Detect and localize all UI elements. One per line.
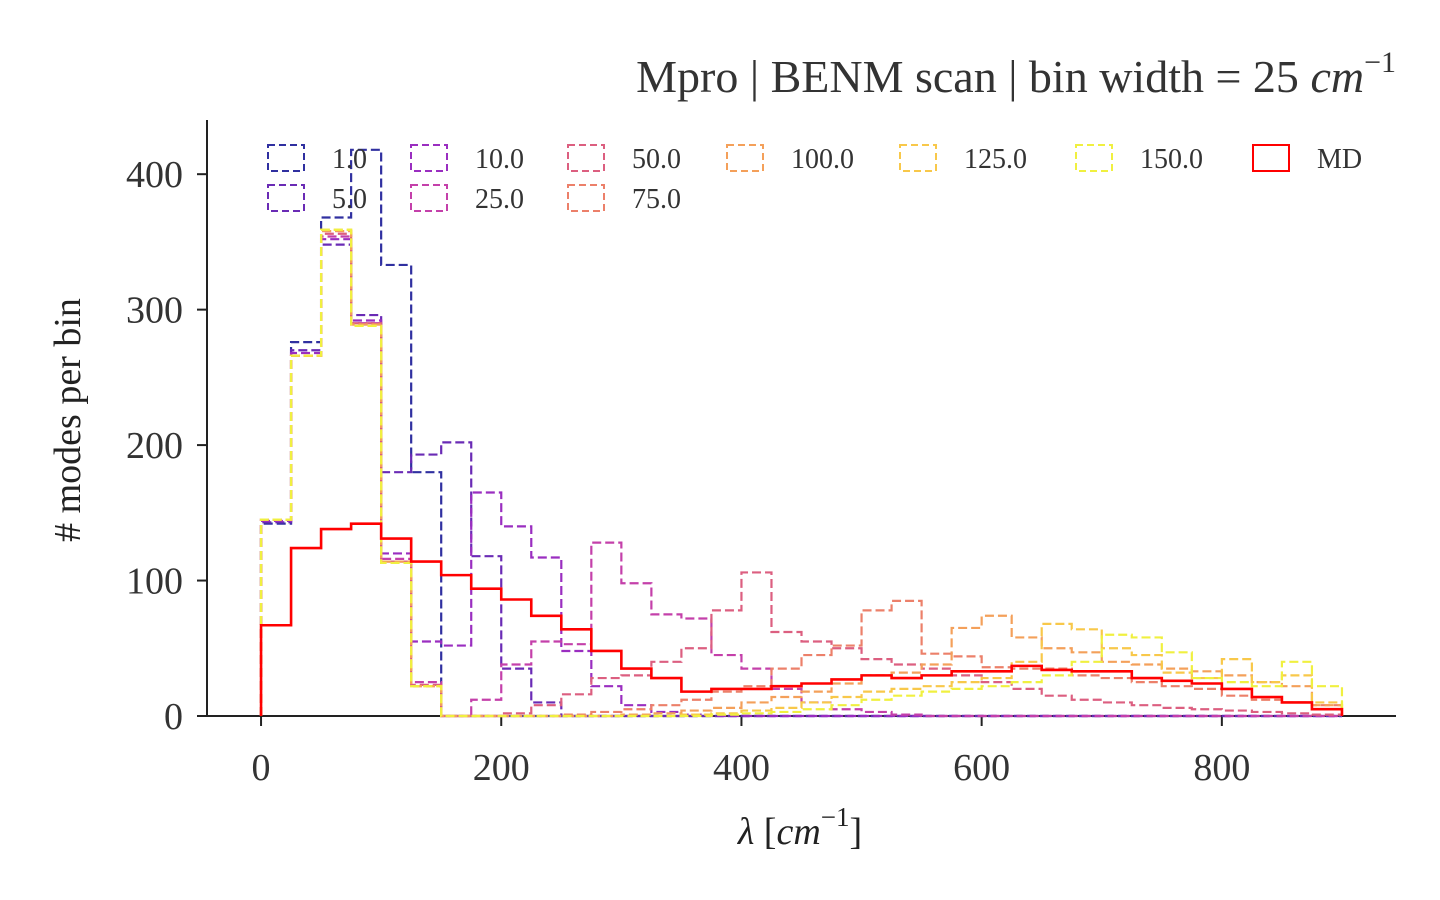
legend-item-10-0: 10.0 (410, 144, 524, 175)
x-tick-label: 600 (953, 747, 1010, 789)
legend-swatch (410, 144, 448, 172)
plot-area (259, 148, 1344, 718)
title-exp: −1 (1364, 46, 1396, 79)
legend-label: 125.0 (964, 144, 1027, 175)
legend-swatch (267, 144, 305, 172)
legend-swatch (1252, 144, 1290, 172)
y-tick-label: 0 (164, 696, 183, 738)
legend-label: 25.0 (475, 184, 524, 215)
series-150-0-step (259, 228, 1344, 718)
title-text: Mpro | BENM scan | bin width = 25 (636, 51, 1310, 102)
legend-item-25-0: 25.0 (410, 184, 524, 215)
x-axis-unit: cm (776, 811, 820, 853)
legend-item-150-0: 150.0 (1075, 144, 1203, 175)
legend-label: 10.0 (475, 144, 524, 175)
legend-swatch (726, 144, 764, 172)
legend-label: 1.0 (332, 144, 367, 175)
axis-ticks: 0 200 400 600 800 0 100 200 300 400 (126, 154, 1250, 789)
series-MD-step (259, 522, 1344, 716)
legend-label: 100.0 (791, 144, 854, 175)
legend-label: MD (1317, 144, 1362, 175)
y-axis-title: # modes per bin (47, 298, 89, 542)
series-5-0-step (259, 243, 1342, 718)
legend-swatch (1075, 144, 1113, 172)
axes (206, 120, 1396, 717)
legend-item-100-0: 100.0 (726, 144, 854, 175)
y-tick-label: 400 (126, 154, 183, 196)
x-tick-label: 0 (252, 747, 271, 789)
legend-item-1-0: 1.0 (267, 144, 367, 175)
x-axis-exp: −1 (821, 802, 850, 832)
title-unit: cm (1310, 51, 1364, 102)
legend-item-75-0: 75.0 (567, 184, 681, 215)
legend-swatch (567, 144, 605, 172)
legend-item-50-0: 50.0 (567, 144, 681, 175)
legend-label: 75.0 (632, 184, 681, 215)
legend: 1.0 5.0 10.0 25.0 50.0 75.0 100.0 125.0 150.0 MD (267, 144, 1362, 215)
series-75-0-step (259, 229, 1344, 718)
x-axis-symbol: λ (737, 811, 754, 853)
series-125-0-step (259, 228, 1344, 718)
legend-item-MD: MD (1252, 144, 1362, 175)
series-10-0-step (259, 238, 1342, 718)
legend-swatch (567, 184, 605, 212)
y-tick-label: 100 (126, 561, 183, 603)
x-axis-close: ] (850, 811, 863, 853)
legend-label: 50.0 (632, 144, 681, 175)
legend-label: 150.0 (1140, 144, 1203, 175)
series-50-0-step (259, 232, 1344, 718)
legend-item-5-0: 5.0 (267, 184, 367, 215)
legend-swatch (267, 184, 305, 212)
legend-item-125-0: 125.0 (899, 144, 1027, 175)
y-tick-label: 200 (126, 425, 183, 467)
x-tick-label: 400 (713, 747, 770, 789)
y-tick-label: 300 (126, 290, 183, 332)
x-axis-open: [ (754, 811, 776, 853)
x-axis-title: λ [cm−1] (737, 802, 862, 853)
x-tick-label: 200 (473, 747, 530, 789)
x-tick-label: 800 (1193, 747, 1250, 789)
legend-swatch (410, 184, 448, 212)
legend-label: 5.0 (332, 184, 367, 215)
legend-swatch (899, 144, 937, 172)
series-100-0-step (259, 229, 1344, 718)
series-25-0-step (259, 235, 1342, 718)
chart-title: Mpro | BENM scan | bin width = 25 cm−1 (636, 46, 1396, 102)
